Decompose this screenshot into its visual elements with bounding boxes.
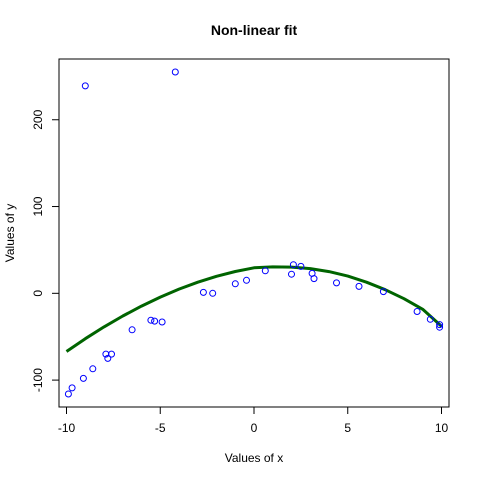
data-point (82, 83, 88, 89)
y-tick-label: 200 (31, 109, 45, 129)
chart-title: Non-linear fit (211, 22, 298, 38)
y-axis-label: Values of y (3, 204, 17, 262)
x-tick-label: 10 (435, 421, 449, 435)
data-point (90, 366, 96, 372)
data-point (200, 289, 206, 295)
data-point (232, 281, 238, 287)
y-tick-label: 0 (31, 290, 45, 297)
fit-curve (67, 267, 442, 352)
data-point (172, 69, 178, 75)
y-axis: -100 0 100 200 (31, 109, 59, 392)
x-axis-label: Values of x (225, 451, 283, 465)
x-tick-label: -5 (155, 421, 166, 435)
data-point (414, 309, 420, 315)
data-point (80, 375, 86, 381)
data-point (289, 271, 295, 277)
data-point (65, 391, 71, 397)
data-points-layer (65, 69, 442, 397)
y-tick-label: -100 (31, 368, 45, 392)
data-point (69, 385, 75, 391)
y-tick-label: 100 (31, 196, 45, 216)
x-axis: -10 -5 0 5 10 (58, 407, 449, 435)
data-point (334, 280, 340, 286)
fit-curve-layer (67, 267, 442, 352)
data-point (129, 327, 135, 333)
data-point (356, 283, 362, 289)
data-point (244, 277, 250, 283)
data-point (210, 290, 216, 296)
x-tick-label: -10 (58, 421, 76, 435)
data-point (311, 276, 317, 282)
x-tick-label: 5 (344, 421, 351, 435)
data-point (159, 319, 165, 325)
x-tick-label: 0 (251, 421, 258, 435)
data-point (152, 318, 158, 324)
plot-frame (59, 59, 449, 407)
